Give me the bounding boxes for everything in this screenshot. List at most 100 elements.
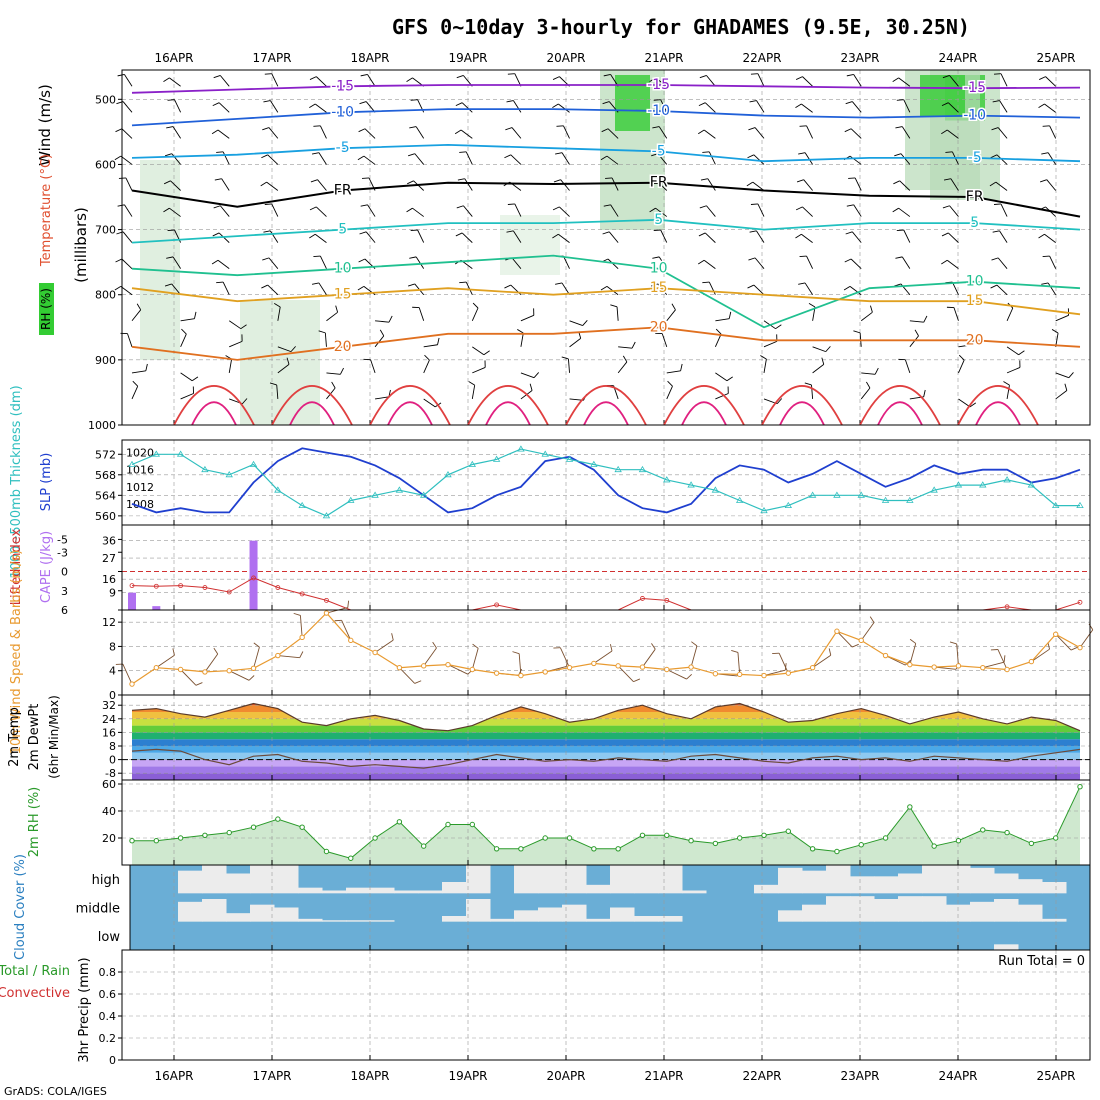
wind-barb [229, 340, 243, 348]
wind-barb [465, 281, 473, 295]
wind-barb [958, 344, 973, 348]
wind-barb-flag [896, 99, 904, 101]
axis-label: RH (%) [39, 288, 53, 330]
warm-contour [583, 401, 629, 426]
wind-barb [737, 652, 741, 675]
wind-barb [423, 359, 430, 374]
wind-speed-point [323, 610, 330, 616]
wind-barb-flag [943, 178, 952, 181]
wind-barb-flag [605, 177, 613, 179]
wind-barb-flag [414, 680, 422, 684]
wind-barb-flag [191, 376, 199, 382]
warm-contour [975, 401, 1021, 426]
wind-barb [122, 231, 133, 243]
wind-barb [803, 179, 813, 191]
wind-barb [512, 100, 522, 113]
cloud-cell-high [466, 865, 491, 894]
wind-barb-flag [357, 285, 365, 291]
wind-barb-flag [164, 153, 172, 157]
wind-barb-flag [804, 382, 812, 386]
wind-barb [1006, 307, 1014, 321]
pressure-label: 600 [95, 158, 116, 171]
wind-barb-flag [214, 178, 222, 181]
cloud-cell-middle [874, 899, 899, 922]
chart-title: GFS 0~10day 3-hourly for GHADAMES (9.5E,… [392, 15, 970, 39]
wind-barb-flag [240, 324, 247, 330]
wind-barb-flag [286, 357, 290, 365]
wind-barb [374, 335, 385, 348]
wind-barb-flag [505, 127, 513, 131]
wind-barb [169, 77, 181, 87]
wind-barb-flag [512, 651, 520, 655]
cloud-cell-high [1042, 882, 1067, 894]
wind-barb [1044, 233, 1056, 243]
wind-speed-point [396, 664, 403, 671]
cloud-cell-high [442, 882, 467, 894]
wind-barb-flag [290, 346, 296, 352]
wind-barb [423, 344, 438, 348]
wind-speed-point [882, 652, 889, 659]
warm-contour [877, 401, 923, 426]
wind-barb [854, 177, 862, 191]
thickness-point [954, 481, 963, 488]
wind-barb-flag [388, 315, 393, 323]
wind-barb-flag [651, 283, 659, 287]
wind-barb-flag [163, 180, 171, 185]
date-label-bottom: 21APR [644, 1069, 683, 1083]
wind-barb [520, 332, 524, 347]
rh-point [445, 821, 451, 828]
rh-shading [500, 215, 560, 275]
thickness-point [1076, 501, 1084, 508]
wind-barb-flag [748, 127, 756, 131]
wind-barb [900, 153, 911, 165]
wind-barb [703, 259, 716, 270]
wind-barb [341, 620, 352, 641]
wind-barb [217, 129, 230, 139]
thickness-point [808, 491, 817, 498]
rh-point [493, 846, 500, 852]
rh-point [664, 832, 670, 838]
wind-barb [953, 307, 959, 321]
thickness-point [1003, 476, 1011, 483]
wind-barb [514, 203, 522, 217]
wind-barb-flag [698, 102, 706, 107]
wind-barb-flag [1018, 350, 1025, 356]
wind-barb-flag [1041, 152, 1049, 155]
wind-barb [851, 101, 862, 113]
wind-barb [616, 306, 619, 321]
date-label-top: 24APR [938, 51, 977, 65]
wind-barb-flag [262, 257, 270, 261]
wind-barb [655, 207, 668, 217]
wind-barb [950, 178, 959, 191]
lifted-index-point [129, 583, 135, 589]
rh-point [1052, 835, 1059, 841]
cloud-cell-middle [850, 896, 875, 922]
isotherm-10 [131, 254, 1081, 329]
cape-bar [128, 592, 136, 610]
wind-speed-point [493, 670, 500, 676]
wind-barb-flag [686, 673, 693, 680]
isotherm-label: -10 [963, 108, 986, 124]
wind-barb-flag [211, 129, 219, 135]
wind-barb [122, 101, 133, 113]
wind-barb-flag [136, 303, 142, 311]
cape-tick-label: 27 [102, 552, 116, 565]
wind-barb-flag [697, 259, 705, 265]
wind-barb [314, 233, 327, 243]
wind-barb-flag [194, 311, 197, 319]
wind-barb-flag [600, 285, 608, 291]
rh-point [177, 835, 184, 841]
li-tick-label: 6 [61, 604, 68, 617]
wind-barb-flag [299, 651, 304, 658]
wind-barb-flag [167, 99, 175, 101]
wind-barb-flag [391, 633, 394, 641]
wind-barb [949, 205, 959, 217]
cloud-cell-high [850, 876, 875, 894]
wind-barb [423, 398, 436, 408]
wind-barb [666, 385, 673, 400]
wind-speed-point [931, 664, 937, 670]
rh-point [980, 827, 986, 833]
wind-barb [472, 346, 485, 356]
wind-barb-flag [993, 73, 1002, 75]
thickness-point [735, 496, 744, 503]
